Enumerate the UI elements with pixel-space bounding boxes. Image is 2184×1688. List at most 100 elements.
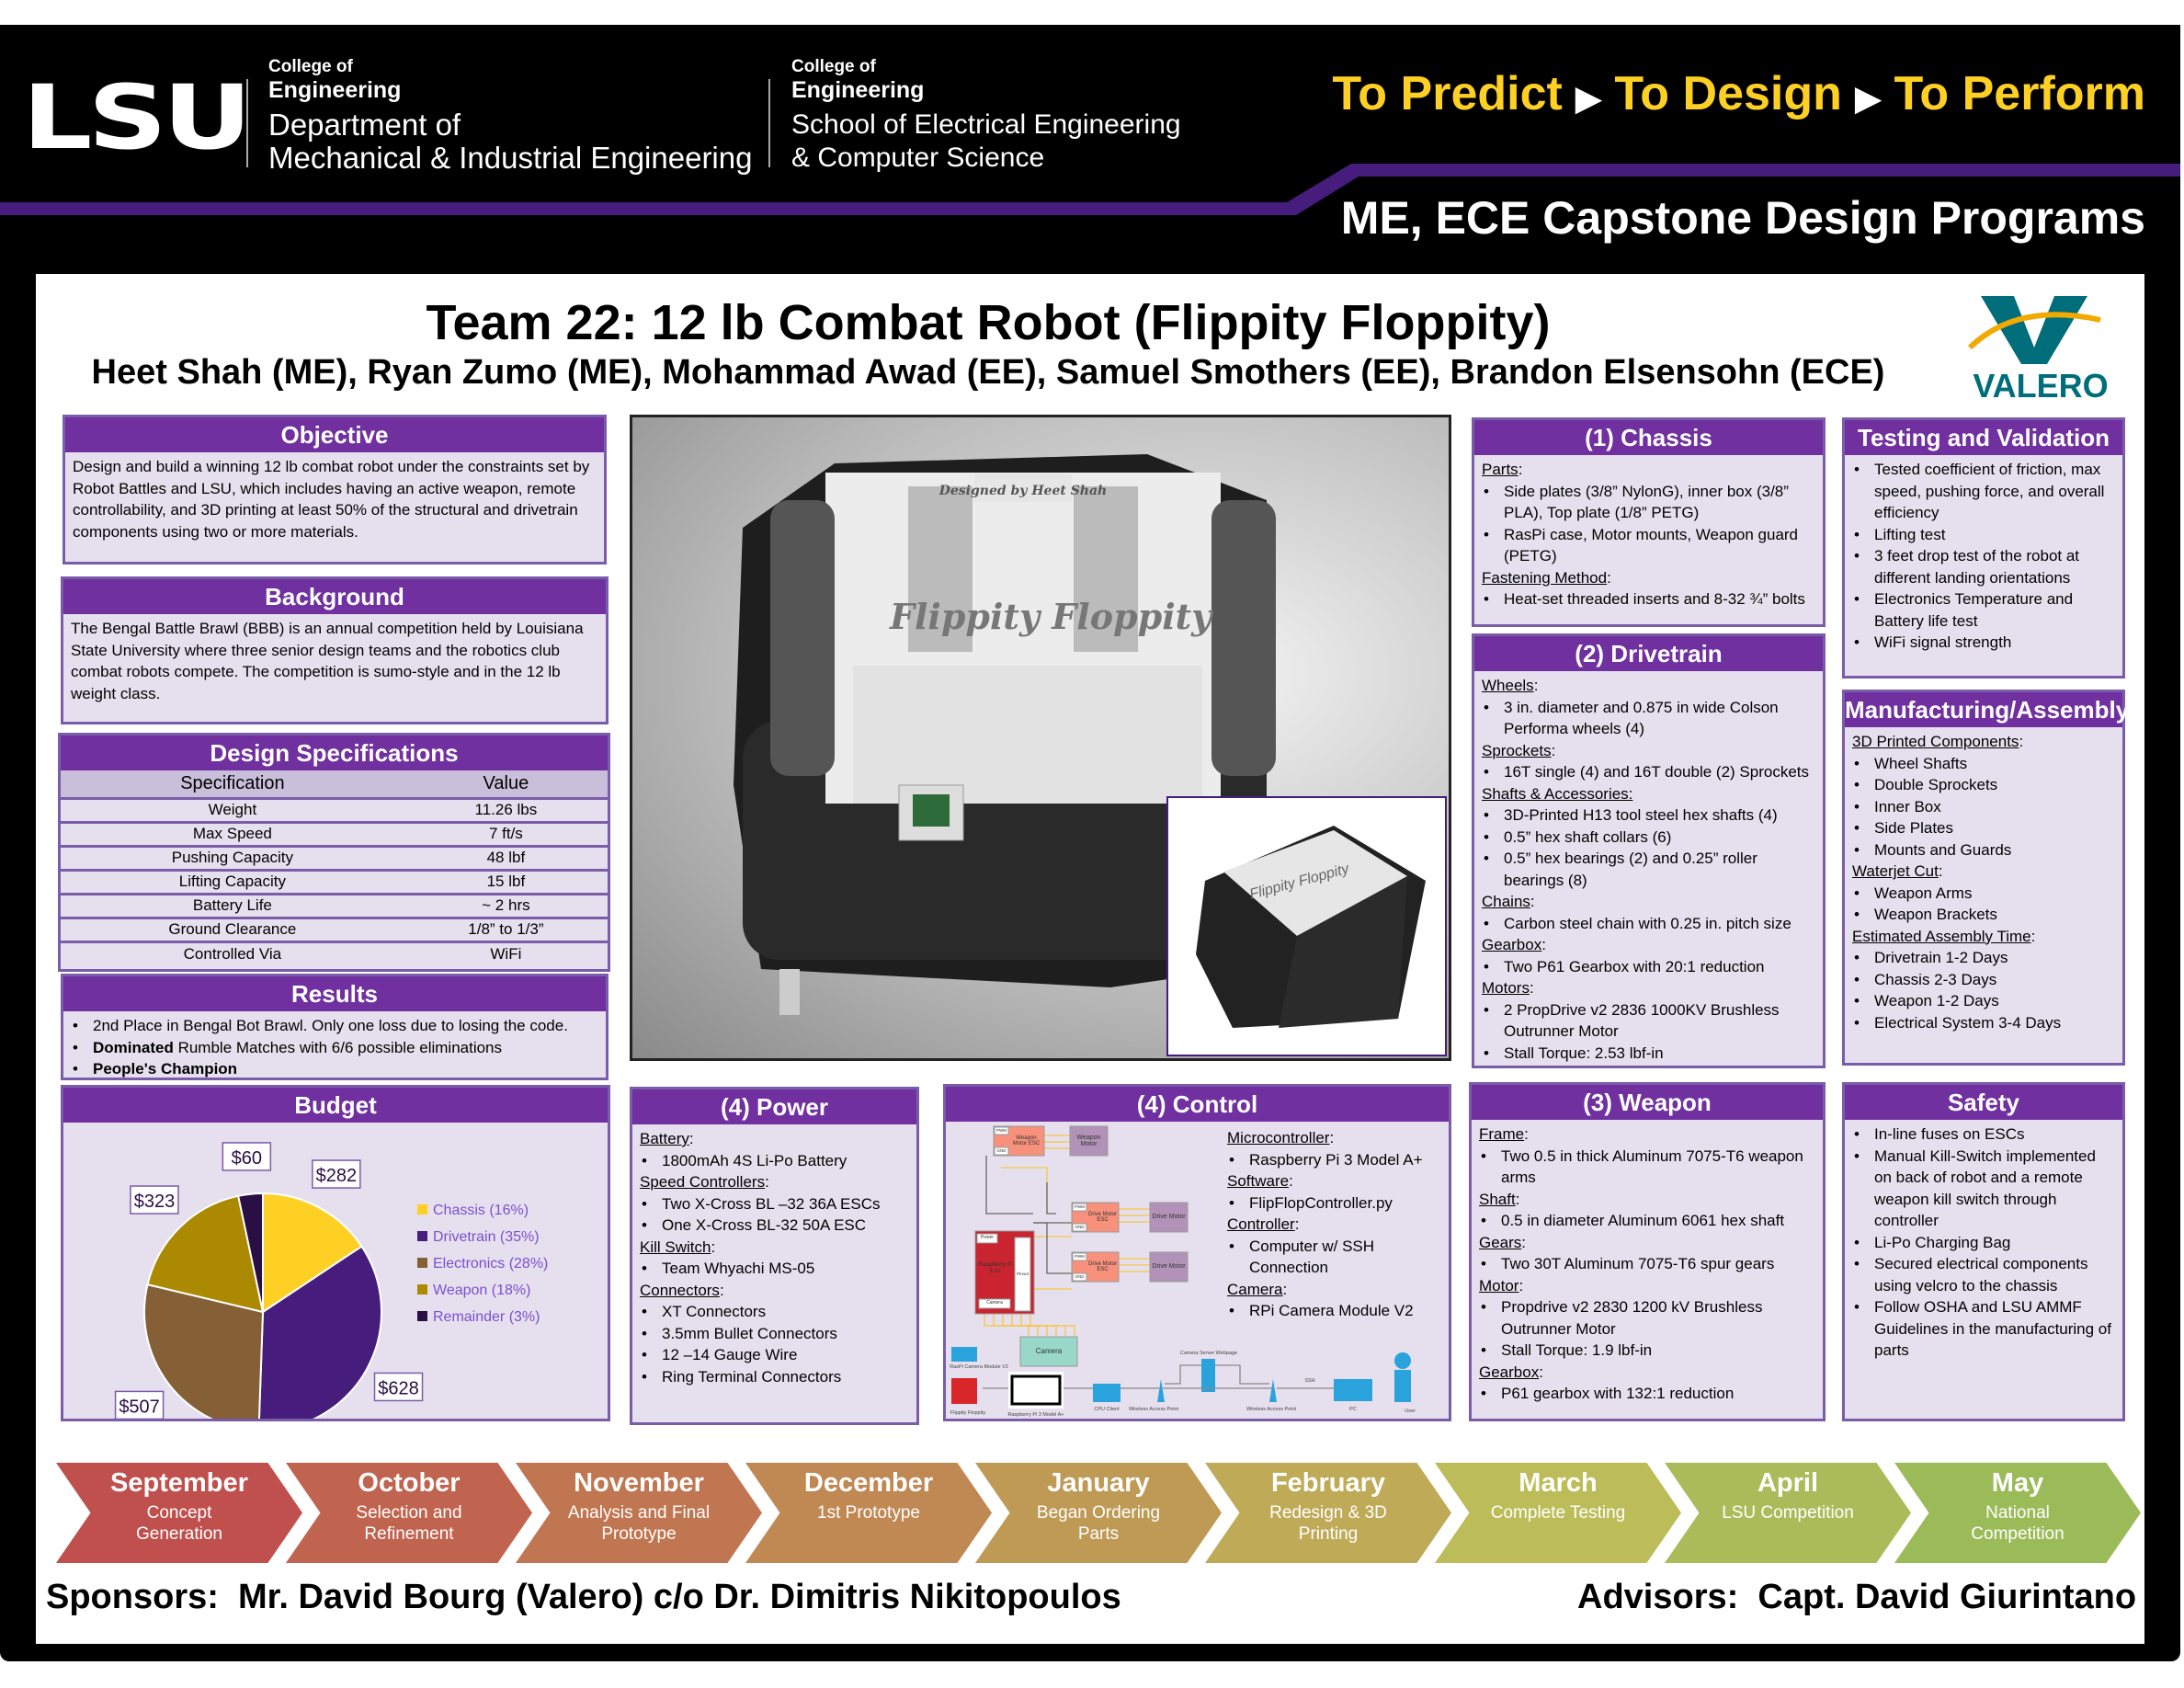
bold-text: Dominated bbox=[93, 1038, 174, 1056]
timeline-desc: Concept Generation bbox=[135, 1503, 222, 1544]
spec-value: ~ 2 hrs bbox=[404, 892, 608, 918]
timeline-step: March Complete Testing bbox=[1435, 1463, 1681, 1563]
pwm-pin bbox=[1072, 1203, 1087, 1212]
line-text: 3 feet drop test of the robot at differe… bbox=[1874, 547, 2080, 587]
line-text: Shafts & Accessories: bbox=[1482, 784, 1633, 803]
diagram-label: Flippity Floppity bbox=[950, 1410, 985, 1416]
diagram-block bbox=[1149, 1251, 1189, 1283]
list-item: 3 feet drop test of the robot at differe… bbox=[1852, 545, 2115, 588]
list-item: Carbon steel chain with 0.25 in. pitch s… bbox=[1482, 913, 1815, 935]
line-text: Carbon steel chain with 0.25 in. pitch s… bbox=[1504, 914, 1792, 932]
line-text: Propdrive v2 2830 1200 kV Brushless Outr… bbox=[1501, 1298, 1763, 1338]
list-item: Team Whyachi MS-05 bbox=[640, 1258, 909, 1280]
line-text: Electrical System 3-4 Days bbox=[1874, 1013, 2062, 1032]
robot-icon bbox=[951, 1378, 977, 1404]
timeline-step: May National Competition bbox=[1894, 1463, 2141, 1563]
section-body: Parts: Side plates (3/8” NylonG), inner b… bbox=[1474, 455, 1823, 614]
list-item: Tested coefficient of friction, max spee… bbox=[1852, 459, 2115, 524]
block-label: Drive Motor ESC bbox=[1087, 1260, 1117, 1272]
pie-slice bbox=[146, 1194, 265, 1314]
advisors-label: Advisors: bbox=[1577, 1578, 1739, 1616]
gnd-label: GND bbox=[996, 1147, 1007, 1153]
list-item: 0.5 in diameter Aluminum 6061 hex shaft bbox=[1479, 1210, 1815, 1232]
gnd-label: GND bbox=[1075, 1224, 1085, 1229]
line-text: Connectors bbox=[640, 1281, 720, 1299]
subheading: Sprockets: bbox=[1482, 741, 1556, 759]
line-text: 12 –14 Gauge Wire bbox=[662, 1346, 798, 1363]
line-text: Stall Torque: 2.53 lbf-in bbox=[1504, 1044, 1664, 1062]
program-title: ME, ECE Capstone Design Programs bbox=[1340, 192, 2145, 244]
control-diagram: PWM GND Weapon Motor ESC Weapon Motor Pinout… bbox=[950, 1125, 1416, 1418]
line-text: Chains bbox=[1482, 893, 1530, 910]
list-item: Chassis 2-3 Days bbox=[1852, 969, 2115, 991]
section-title: Objective bbox=[65, 417, 604, 452]
bold-text: People's Champion bbox=[93, 1060, 238, 1078]
table-row: Ground Clearance 1/8” to 1/3” bbox=[61, 916, 608, 941]
pc-icon bbox=[1334, 1379, 1372, 1401]
line-text: Software bbox=[1227, 1172, 1290, 1190]
line-text: Microcontroller bbox=[1227, 1129, 1330, 1146]
diagram-block bbox=[1069, 1125, 1109, 1157]
pwm-label: PWM bbox=[1075, 1254, 1085, 1259]
list-item: Ring Terminal Connectors bbox=[640, 1366, 909, 1388]
timeline-desc: National Competition bbox=[1971, 1503, 2065, 1544]
item-text: Rumble Matches with 6/6 possible elimina… bbox=[173, 1038, 503, 1056]
diagram-block bbox=[978, 1298, 1011, 1309]
diagram-block bbox=[976, 1233, 998, 1244]
list-item: 3 in. diameter and 0.875 in wide Colson … bbox=[1482, 697, 1815, 740]
line-text: Li-Po Charging Bag bbox=[1874, 1233, 2011, 1251]
college-label: College of bbox=[268, 57, 353, 76]
gnd-label: GND bbox=[996, 1147, 1007, 1153]
diagram-label: SSH bbox=[1304, 1378, 1314, 1384]
subheading: Parts: bbox=[1482, 461, 1523, 478]
section-body: Battery: 1800mAh 4S Li-Po Battery Speed Co… bbox=[632, 1124, 916, 1391]
data-label-text: $323 bbox=[134, 1192, 176, 1212]
list-item: Two P61 Gearbox with 20:1 reduction bbox=[1482, 956, 1815, 978]
list-item: 12 –14 Gauge Wire bbox=[640, 1344, 909, 1366]
section-title: Testing and Validation bbox=[1845, 420, 2122, 455]
line-text: Team Whyachi MS-05 bbox=[662, 1260, 815, 1277]
diagram-label: User bbox=[1405, 1409, 1416, 1414]
line-text: Weapon Arms bbox=[1874, 884, 1973, 902]
pwm-pin bbox=[1072, 1252, 1087, 1261]
list-item: Electrical System 3-4 Days bbox=[1852, 1012, 2115, 1034]
diagram-block bbox=[1019, 1336, 1078, 1367]
raspberry-pi-label: Raspberry Pi 3 A+ bbox=[978, 1261, 1013, 1274]
list-item: Side plates (3/8” NylonG), inner box (3/… bbox=[1482, 481, 1815, 524]
timeline-step: September Concept Generation bbox=[56, 1463, 302, 1563]
robot-photo: Designed by Heet Shah Flippity Floppity … bbox=[630, 415, 1451, 1061]
line-text: Tested coefficient of friction, max spee… bbox=[1874, 461, 2105, 521]
data-label-text: $60 bbox=[232, 1148, 262, 1169]
list-item: Electronics Temperature and Battery life… bbox=[1852, 588, 2115, 632]
line-text: Wheels bbox=[1482, 677, 1534, 694]
section-title: (4) Control bbox=[946, 1087, 1449, 1122]
table-row: Controlled Via WiFi bbox=[61, 940, 608, 965]
list-item: Two X-Cross BL –32 36A ESCs bbox=[640, 1193, 909, 1215]
diagram-label: Camera Server Webpage bbox=[1180, 1351, 1237, 1356]
subheading: Connectors: bbox=[640, 1281, 724, 1299]
antenna-icon bbox=[1269, 1379, 1277, 1402]
list-item: Stall Torque: 2.53 lbf-in bbox=[1482, 1043, 1815, 1065]
line-text: Gears bbox=[1479, 1233, 1522, 1251]
block-label-wrap: Drive Motor bbox=[1152, 1214, 1185, 1220]
list-item: Two 0.5 in thick Aluminum 7075-T6 weapon… bbox=[1479, 1146, 1815, 1189]
wire bbox=[1001, 1167, 1048, 1214]
antenna-icon bbox=[1157, 1379, 1165, 1402]
list-item: 3.5mm Bullet Connectors bbox=[640, 1323, 909, 1345]
line-text: Frame bbox=[1479, 1125, 1525, 1143]
spec-name: Controlled Via bbox=[61, 940, 404, 965]
section-body: 3D Printed Components: Wheel Shafts Double… bbox=[1845, 727, 2122, 1037]
list-item: Computer w/ SSH Connection bbox=[1227, 1236, 1442, 1279]
wire bbox=[1020, 1314, 1066, 1336]
section-title: Budget bbox=[63, 1088, 608, 1123]
block-label-wrap: Camera bbox=[1036, 1347, 1062, 1354]
table-row: Max Speed 7 ft/s bbox=[61, 820, 608, 846]
list-item: Weapon Brackets bbox=[1852, 904, 2115, 926]
list-item: People's Champion bbox=[71, 1058, 598, 1080]
table-row: Weight 11.26 lbs bbox=[61, 796, 608, 822]
wire bbox=[1046, 1182, 1056, 1215]
block-label: Weapon Motor bbox=[1076, 1134, 1101, 1147]
subheading: Speed Controllers: bbox=[640, 1173, 769, 1191]
pinout-block bbox=[1014, 1237, 1031, 1312]
budget-section: Budget $282 Chassis (16%) $628 Drivetrain (… bbox=[61, 1085, 610, 1431]
